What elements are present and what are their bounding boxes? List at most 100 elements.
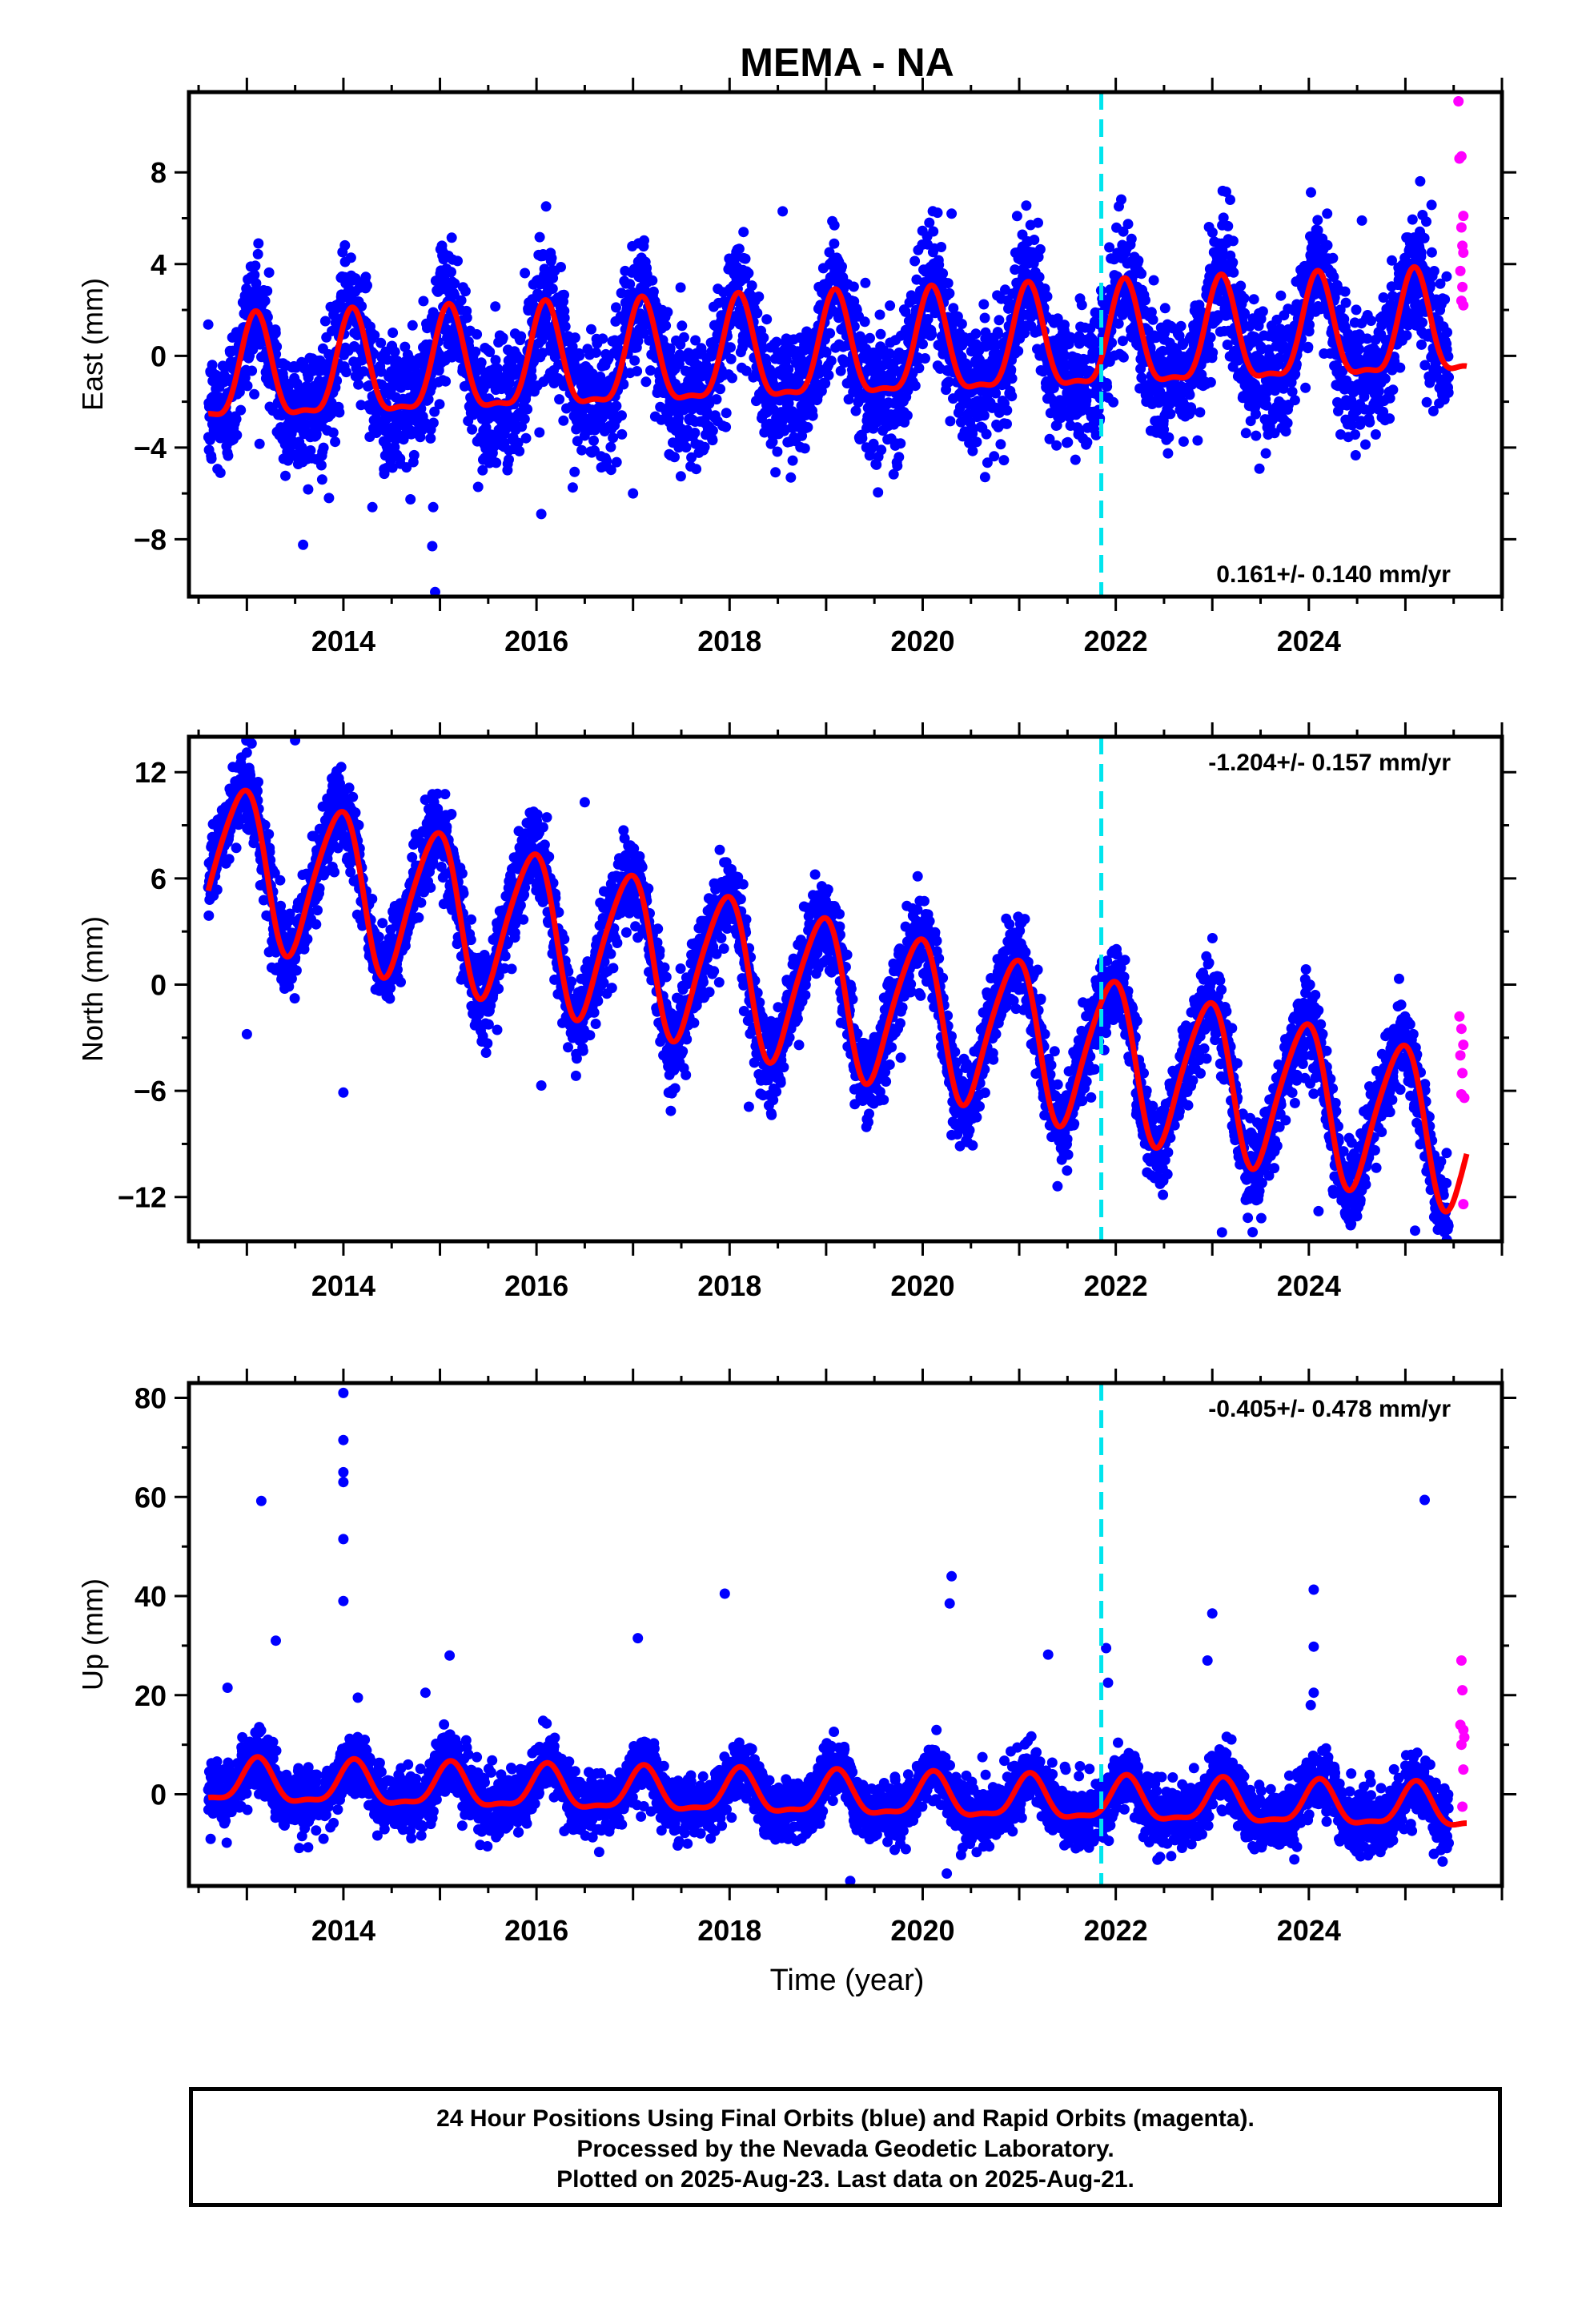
final-orbit-point <box>1340 297 1351 308</box>
final-orbit-point <box>1227 257 1239 268</box>
final-orbit-point <box>491 457 502 468</box>
final-orbit-point <box>1370 429 1381 440</box>
final-orbit-point <box>725 342 736 353</box>
chart-title: MEMA - NA <box>740 40 954 85</box>
final-orbit-point <box>1350 450 1361 460</box>
final-orbit-point <box>1118 226 1129 237</box>
final-orbit-point <box>902 385 913 396</box>
final-orbit-point <box>707 425 718 436</box>
final-orbit-point <box>978 410 990 421</box>
final-orbit-point <box>1235 280 1247 292</box>
final-orbit-point <box>1102 381 1113 392</box>
final-orbit-point <box>825 328 836 339</box>
final-orbit-point <box>1395 362 1406 373</box>
final-orbit-point <box>408 449 420 460</box>
final-orbit-point <box>893 452 905 463</box>
final-orbit-point <box>1042 291 1053 302</box>
final-orbit-point <box>231 429 243 440</box>
final-orbit-point <box>1223 220 1234 231</box>
final-orbit-point <box>885 300 896 312</box>
final-orbit-point <box>446 232 457 243</box>
x-tick-label: 2016 <box>504 625 568 657</box>
final-orbit-point <box>356 300 367 312</box>
final-orbit-point <box>1428 266 1439 276</box>
final-orbit-point <box>957 340 968 351</box>
final-orbit-point <box>741 365 752 376</box>
final-orbit-point <box>825 356 837 366</box>
rapid-orbit-point <box>1455 265 1466 276</box>
final-orbit-point <box>928 226 939 237</box>
final-orbit-point <box>1248 294 1259 305</box>
final-orbit-point <box>252 248 263 259</box>
final-orbit-point <box>618 379 629 390</box>
x-tick-label: 2018 <box>697 625 761 657</box>
final-orbit-point <box>569 466 580 477</box>
final-orbit-point <box>678 332 689 343</box>
final-orbit-point <box>639 235 649 246</box>
final-orbit-point <box>558 415 569 426</box>
final-orbit-point <box>711 394 722 405</box>
final-orbit-point <box>944 287 955 299</box>
final-orbit-point <box>1227 235 1239 247</box>
final-orbit-point <box>1254 463 1265 474</box>
final-orbit-point <box>892 460 903 472</box>
final-orbit-point <box>970 328 982 340</box>
final-orbit-point <box>327 427 339 438</box>
final-orbit-point <box>1159 328 1170 339</box>
final-orbit-point <box>611 456 622 468</box>
final-orbit-point <box>675 282 686 293</box>
final-orbit-point <box>452 255 463 267</box>
final-orbit-point <box>1106 337 1118 348</box>
final-orbit-point <box>1251 430 1262 441</box>
final-orbit-point <box>1090 429 1102 440</box>
final-orbit-point <box>591 347 601 358</box>
final-orbit-point <box>254 438 265 449</box>
final-orbit-point <box>1419 232 1430 243</box>
final-orbit-point <box>1207 227 1218 238</box>
final-orbit-point <box>740 253 751 264</box>
final-orbit-point <box>353 379 364 390</box>
final-orbit-point <box>675 471 686 482</box>
final-orbit-point <box>341 367 351 378</box>
final-orbit-point <box>1354 344 1365 355</box>
final-orbit-point <box>1175 320 1186 332</box>
final-orbit-point <box>567 341 578 352</box>
final-orbit-point <box>490 355 501 366</box>
final-orbit-point <box>699 441 710 452</box>
final-orbit-point <box>375 366 387 377</box>
final-orbit-point <box>787 455 798 466</box>
final-orbit-point <box>231 413 242 424</box>
final-orbit-points <box>203 175 1454 597</box>
final-orbit-point <box>990 388 1002 399</box>
final-orbit-point <box>476 357 487 368</box>
final-orbit-point <box>572 436 583 447</box>
final-orbit-point <box>446 267 456 278</box>
final-orbit-point <box>629 355 640 366</box>
rapid-orbit-points <box>1453 96 1469 311</box>
final-orbit-point <box>270 328 281 339</box>
final-orbit-point <box>586 324 596 335</box>
final-orbit-point <box>865 332 875 344</box>
final-orbit-point <box>1006 364 1017 376</box>
final-orbit-point <box>305 445 316 456</box>
final-orbit-point <box>360 271 371 283</box>
final-orbit-point <box>547 283 558 294</box>
final-orbit-point <box>1401 330 1412 341</box>
final-orbit-point <box>616 410 627 421</box>
final-orbit-point <box>1192 435 1203 446</box>
rapid-orbit-point <box>1458 211 1469 222</box>
final-orbit-point <box>519 413 530 424</box>
final-orbit-point <box>837 261 847 272</box>
final-orbit-point <box>271 341 283 352</box>
final-orbit-point <box>246 738 257 749</box>
y-tick-label: −8 <box>134 523 167 556</box>
final-orbit-point <box>516 331 527 342</box>
final-orbit-point <box>235 404 247 416</box>
final-orbit-point <box>241 747 252 758</box>
final-orbit-point <box>823 370 834 380</box>
final-orbit-point <box>477 464 488 476</box>
final-orbit-point <box>242 380 253 392</box>
final-orbit-point <box>472 481 484 493</box>
rapid-orbit-point <box>1458 247 1469 258</box>
